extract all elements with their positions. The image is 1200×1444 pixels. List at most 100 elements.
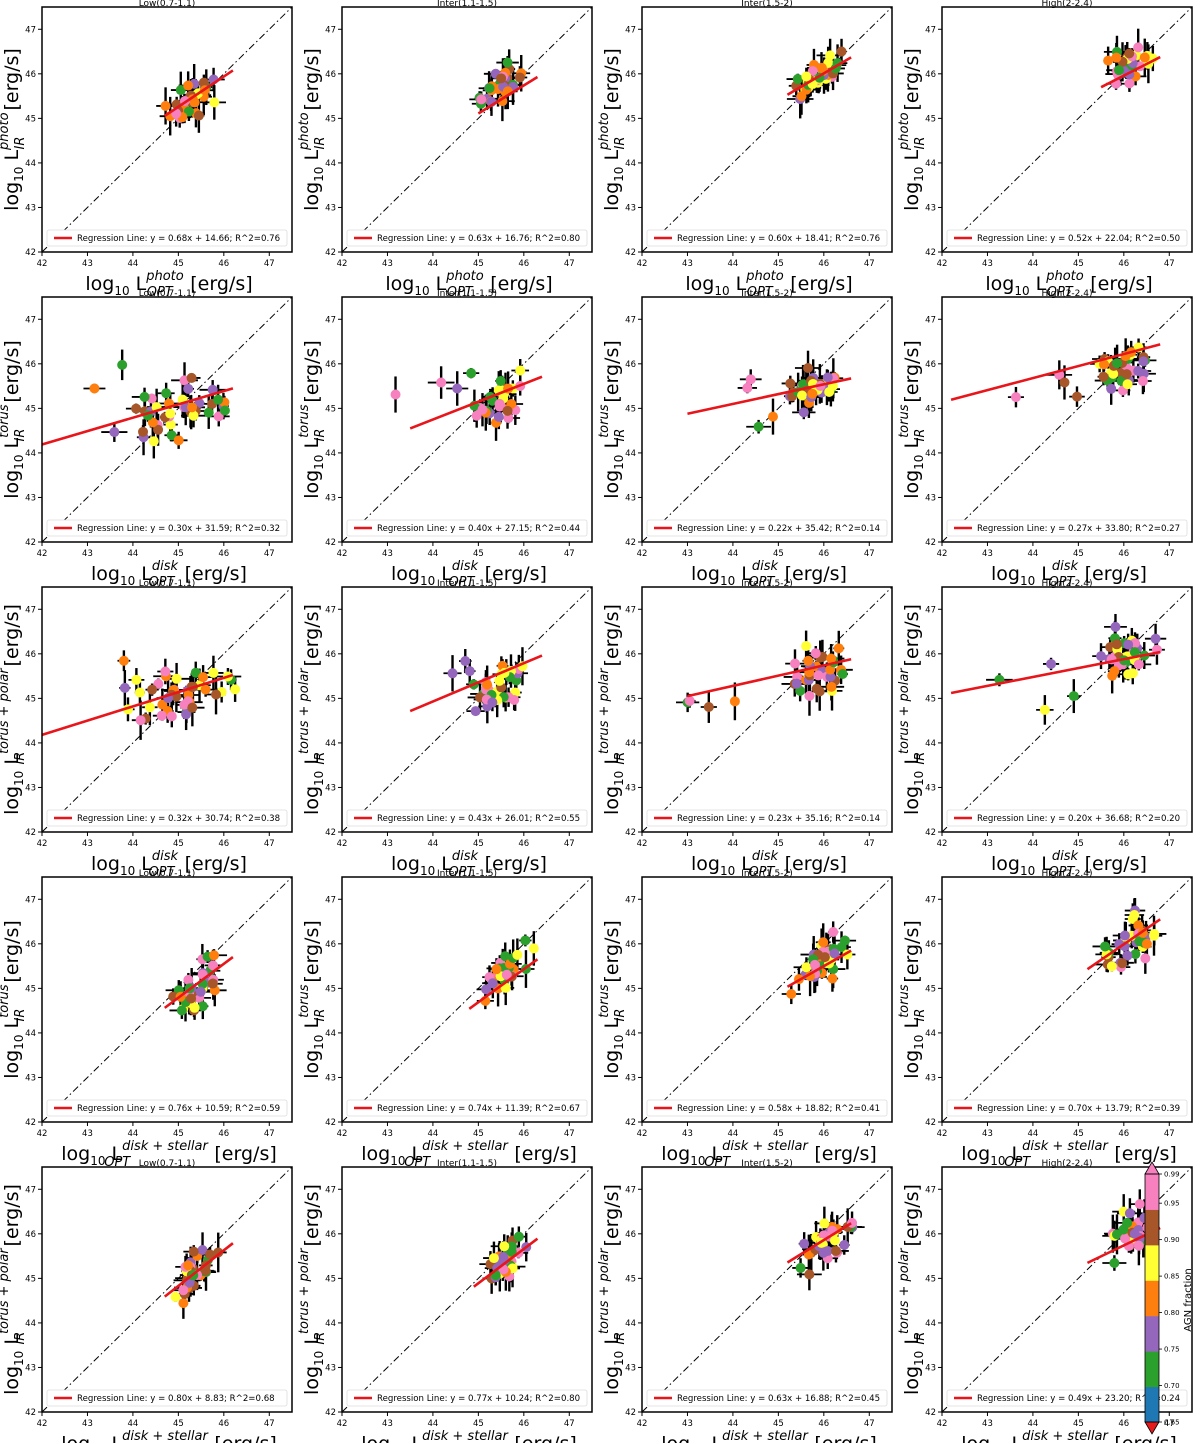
colorbar-tick-label: 0.99 [1164,1171,1180,1179]
data-point [1111,52,1122,63]
data-point [198,672,209,683]
x-axis-label: log10 Ldisk OPT [erg/s] [691,559,847,590]
y-tick-label: 46 [25,650,36,660]
axes-frame [341,1166,593,1413]
data-point [798,407,809,418]
y-tick-label: 47 [325,895,336,905]
x-tick-label: 42 [337,839,348,849]
colorbar-label: AGN fraction [1183,1268,1194,1332]
x-tick-label: 45 [773,549,784,559]
y-tick-label: 43 [625,493,636,503]
axes-frame [941,296,1193,543]
y-tick-label: 47 [325,315,336,325]
data-point [1010,392,1021,403]
y-tick-label: 42 [925,1408,936,1418]
x-tick-label: 45 [1073,1419,1084,1429]
x-tick-label: 45 [173,259,184,269]
legend-text: Regression Line: y = 0.70x + 13.79; R^2=… [977,1104,1180,1114]
legend-text: Regression Line: y = 0.23x + 35.16; R^2=… [677,814,880,824]
data-point [197,1001,208,1012]
y-axis-label: log10 LtorusIR [erg/s] [297,920,328,1079]
regression-line [163,956,234,1009]
data-point [189,1002,200,1013]
x-tick-label: 43 [682,1419,693,1429]
x-tick-label: 47 [264,549,275,559]
y-tick-label: 46 [625,940,636,950]
y-tick-label: 45 [25,114,36,124]
colorbar-segment [1145,1386,1159,1423]
y-axis-label: log10 LtorusIR [erg/s] [597,340,628,499]
x-tick-label: 43 [982,1129,993,1139]
data-point [1127,668,1138,679]
y-tick-label: 44 [625,1319,636,1329]
legend-text: Regression Line: y = 0.76x + 10.59; R^2=… [77,1104,280,1114]
data-point [131,674,142,685]
data-point [452,383,463,394]
y-tick-label: 46 [325,940,336,950]
data-point [818,937,829,948]
x-tick-label: 42 [637,1129,648,1139]
x-tick-label: 45 [473,259,484,269]
y-tick-label: 42 [325,1118,336,1128]
data-point [826,653,837,664]
data-point [183,1260,194,1271]
y-tick-label: 42 [25,1118,36,1128]
data-point [1118,1224,1129,1235]
legend-box [946,809,1188,827]
y-tick-label: 45 [925,1274,936,1284]
data-point [183,974,194,985]
panel-title: Inter(1.1-1.5) [437,0,497,9]
y-tick-label: 47 [925,315,936,325]
panel-title: High(2-2.4) [1042,869,1093,879]
legend-box [46,809,288,827]
x-tick-label: 42 [37,549,48,559]
data-point [515,365,526,376]
y-axis-label: log10 Ltorus + polarIR [erg/s] [297,1184,328,1395]
x-tick-label: 45 [473,839,484,849]
regression-line [687,657,852,698]
data-point [484,83,495,94]
data-point [209,950,220,961]
x-tick-label: 47 [864,549,875,559]
data-point [825,664,836,675]
panel-title: Low(0.7-1.1) [139,1159,196,1169]
data-point [477,404,488,415]
data-point [502,405,513,416]
data-point [176,1005,187,1016]
x-tick-label: 46 [818,839,829,849]
data-point [147,684,158,695]
y-tick-label: 42 [625,1118,636,1128]
x-tick-label: 44 [127,259,138,269]
data-point [1059,377,1070,388]
data-point [528,943,539,954]
y-tick-label: 44 [25,449,36,459]
data-point [801,641,812,652]
data-point [488,1253,499,1264]
colorbar: 0.99 0.95 0.90 0.85 0.80 0.75 0.70 0.65 AGN frac… [1138,1160,1200,1440]
data-point [148,436,159,447]
y-tick-label: 47 [925,1185,936,1195]
data-point [825,671,836,682]
x-tick-label: 44 [1027,549,1038,559]
data-point [513,1231,524,1242]
x-axis-label: log10 Ldisk OPT [erg/s] [391,849,547,880]
data-point [1150,633,1161,644]
y-tick-label: 44 [625,1029,636,1039]
y-tick-label: 45 [925,694,936,704]
y-tick-label: 47 [625,605,636,615]
x-axis-label: log10 Lphoto OPT [erg/s] [385,269,552,300]
y-tick-label: 42 [325,828,336,838]
data-point [496,73,507,84]
data-point [825,50,836,61]
panel-title: Inter(1.5-2) [741,289,792,299]
axes-frame [641,1166,893,1413]
data-point [487,697,498,708]
data-point [1137,376,1148,387]
data-point [117,359,128,370]
data-point [1124,1208,1135,1219]
x-tick-label: 43 [982,839,993,849]
data-point [219,405,230,416]
